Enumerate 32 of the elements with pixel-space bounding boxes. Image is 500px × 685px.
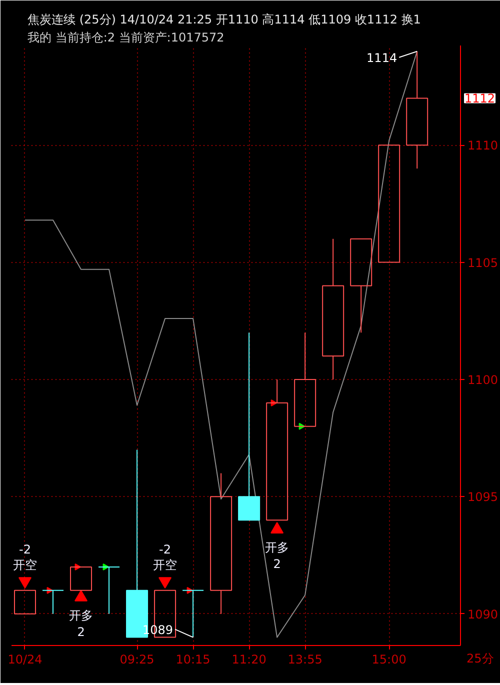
annotation: 开多 2 [69, 608, 94, 639]
x-tick-label: 13:55 [288, 652, 322, 666]
data-label: 1114 [366, 50, 398, 65]
candlestick [322, 238, 344, 380]
annotation: 开多 2 [265, 540, 290, 571]
candlestick [210, 472, 232, 614]
candlestick [238, 332, 260, 521]
text: 1112 [464, 92, 496, 106]
chart-title: 焦炭连续 (25分) 14/10/24 21:25 开1110 高1114 低1109 收1112 换1 [28, 12, 421, 26]
text: 25分 [466, 652, 494, 666]
annotation: -2 开空 [13, 542, 37, 572]
x-tick-label: 09:25 [120, 652, 154, 666]
y-tick-label: 1090 [468, 607, 498, 622]
candlestick [98, 566, 120, 614]
candlestick [406, 50, 428, 170]
y-tick-label: 1110 [468, 138, 498, 153]
candlestick [266, 378, 288, 521]
candlestick [378, 144, 400, 263]
annotation: -2 开空 [153, 542, 178, 572]
y-tick-label: 1100 [468, 372, 498, 387]
candlestick [350, 238, 372, 334]
x-tick-label: 15:00 [372, 652, 406, 666]
candlestick [182, 590, 204, 638]
candlestick [42, 590, 64, 614]
y-tick-label: 1095 [468, 490, 498, 504]
candlestick [14, 590, 36, 614]
x-tick-label: 10/24 [8, 652, 42, 666]
y-tick-label: 1105 [468, 256, 498, 270]
x-tick-label: 10:15 [176, 652, 210, 666]
candlestick [294, 332, 316, 427]
chart-subtitle: 我的 当前持仓:2 当前资产:1017572 [28, 30, 224, 44]
x-tick-label: 11:20 [232, 652, 266, 666]
